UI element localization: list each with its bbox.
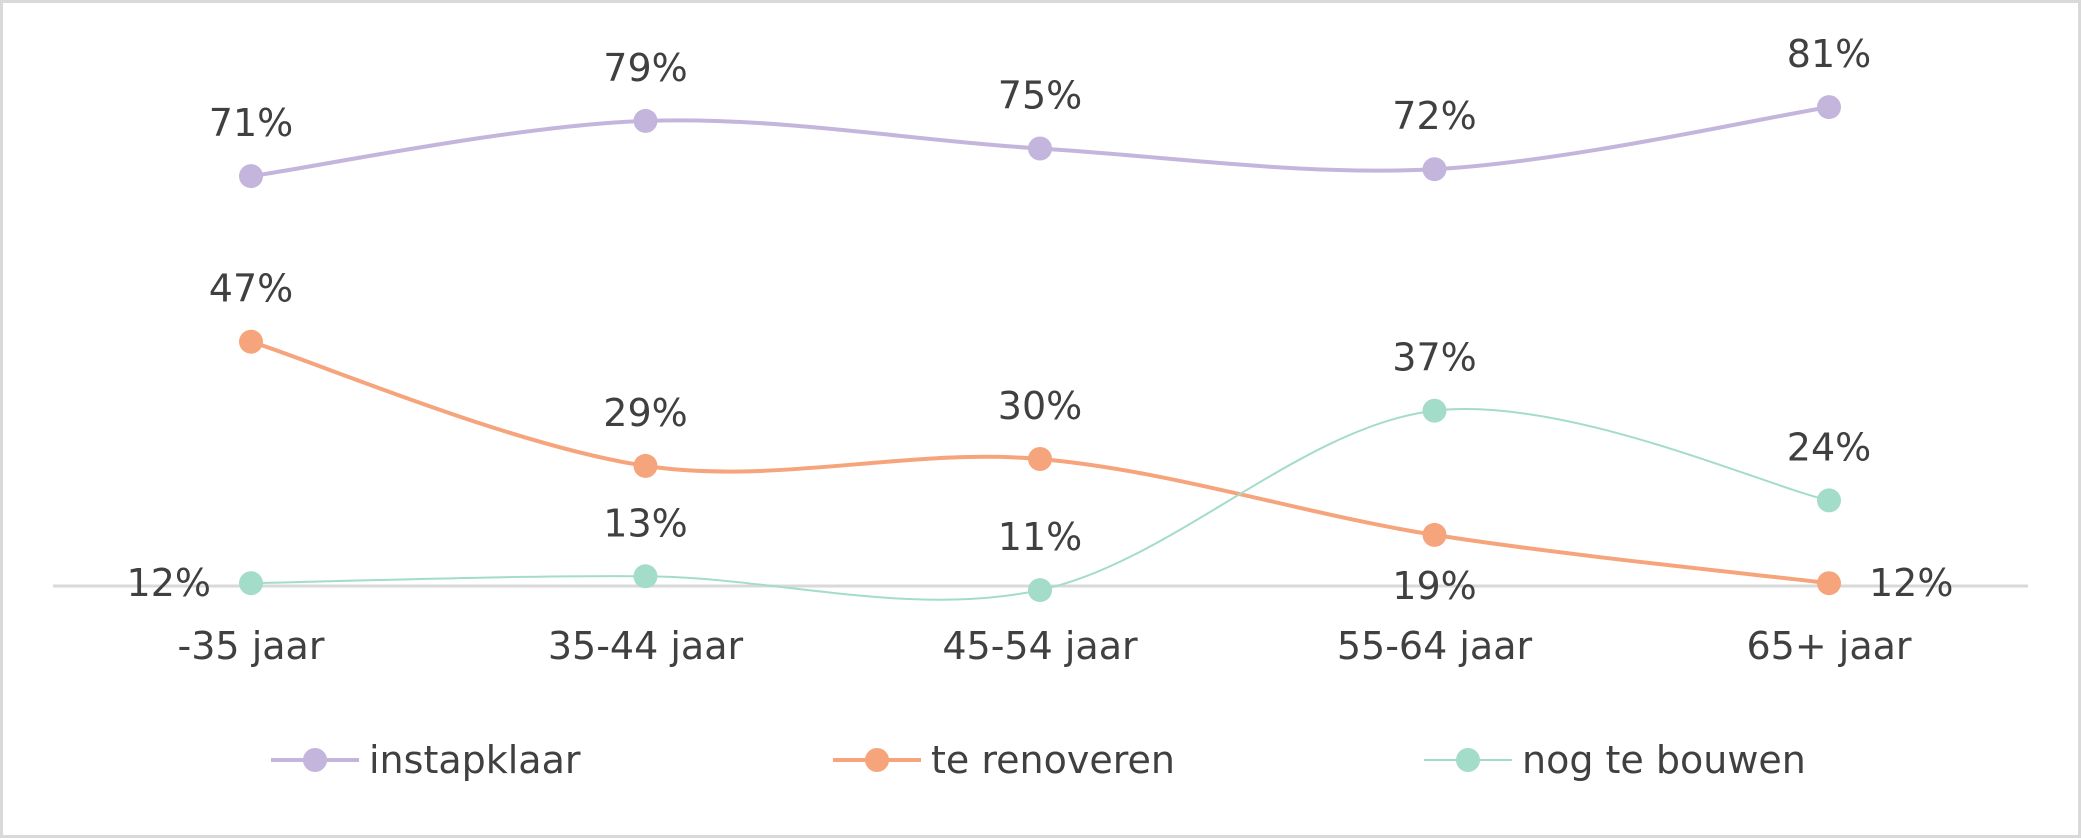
data-label-te_renoveren-3: 19% (1392, 564, 1476, 608)
data-point-nog_te_bouwen-4 (1817, 488, 1841, 513)
data-point-te_renoveren-0 (239, 329, 263, 354)
data-label-te_renoveren-0: 47% (209, 267, 293, 311)
legend-marker-te_renoveren (865, 748, 889, 772)
x-tick-label-0: -35 jaar (178, 624, 325, 668)
x-tick-label-1: 35-44 jaar (548, 624, 744, 668)
data-point-te_renoveren-1 (633, 453, 658, 478)
legend-label-instapklaar: instapklaar (369, 738, 581, 782)
data-label-instapklaar-2: 75% (998, 74, 1082, 118)
data-label-nog_te_bouwen-2: 11% (998, 515, 1082, 559)
data-point-nog_te_bouwen-0 (239, 571, 263, 596)
legend-label-nog_te_bouwen: nog te bouwen (1522, 738, 1806, 782)
data-point-te_renoveren-4 (1817, 571, 1841, 596)
data-label-nog_te_bouwen-1: 13% (603, 501, 687, 545)
x-tick-labels: -35 jaar 35-44 jaar 45-54 jaar 55-64 jaar 65… (178, 624, 1912, 668)
data-point-instapklaar-1 (633, 108, 658, 133)
legend-marker-instapklaar (303, 748, 327, 772)
x-tick-label-2: 45-54 jaar (942, 624, 1138, 668)
data-label-instapklaar-1: 79% (603, 46, 687, 90)
data-point-instapklaar-2 (1028, 136, 1052, 161)
data-label-nog_te_bouwen-4: 24% (1787, 425, 1871, 469)
series-layer: 71% 79% 75% 72% 81% 47% 29% 30% 19% 12% 12% 13% 11% 3… (127, 32, 1954, 608)
data-label-te_renoveren-4: 12% (1869, 561, 1953, 605)
data-label-te_renoveren-2: 30% (998, 384, 1082, 428)
legend-label-te_renoveren: te renoveren (931, 738, 1175, 782)
data-label-instapklaar-4: 81% (1787, 32, 1871, 76)
data-point-nog_te_bouwen-2 (1028, 578, 1052, 603)
data-label-instapklaar-0: 71% (209, 101, 293, 145)
data-label-instapklaar-3: 72% (1392, 94, 1476, 138)
data-point-nog_te_bouwen-3 (1422, 398, 1447, 423)
series-line-nog_te_bouwen (250, 408, 1830, 601)
legend: instapklaar te renoveren nog te bouwen (271, 738, 1806, 782)
data-point-te_renoveren-2 (1028, 447, 1052, 471)
x-tick-label-4: 65+ jaar (1746, 624, 1911, 668)
data-point-te_renoveren-3 (1422, 522, 1447, 547)
legend-marker-nog_te_bouwen (1456, 748, 1480, 772)
data-point-instapklaar-0 (239, 164, 263, 189)
x-tick-label-3: 55-64 jaar (1337, 624, 1533, 668)
data-label-te_renoveren-1: 29% (603, 391, 687, 435)
data-point-instapklaar-3 (1422, 157, 1447, 182)
data-point-nog_te_bouwen-1 (633, 564, 658, 589)
line-chart: 71% 79% 75% 72% 81% 47% 29% 30% 19% 12% 12% 13% 11% 3… (53, 32, 2028, 782)
data-label-nog_te_bouwen-3: 37% (1392, 336, 1476, 380)
data-label-nog_te_bouwen-0: 12% (127, 561, 211, 605)
data-point-instapklaar-4 (1817, 95, 1841, 120)
